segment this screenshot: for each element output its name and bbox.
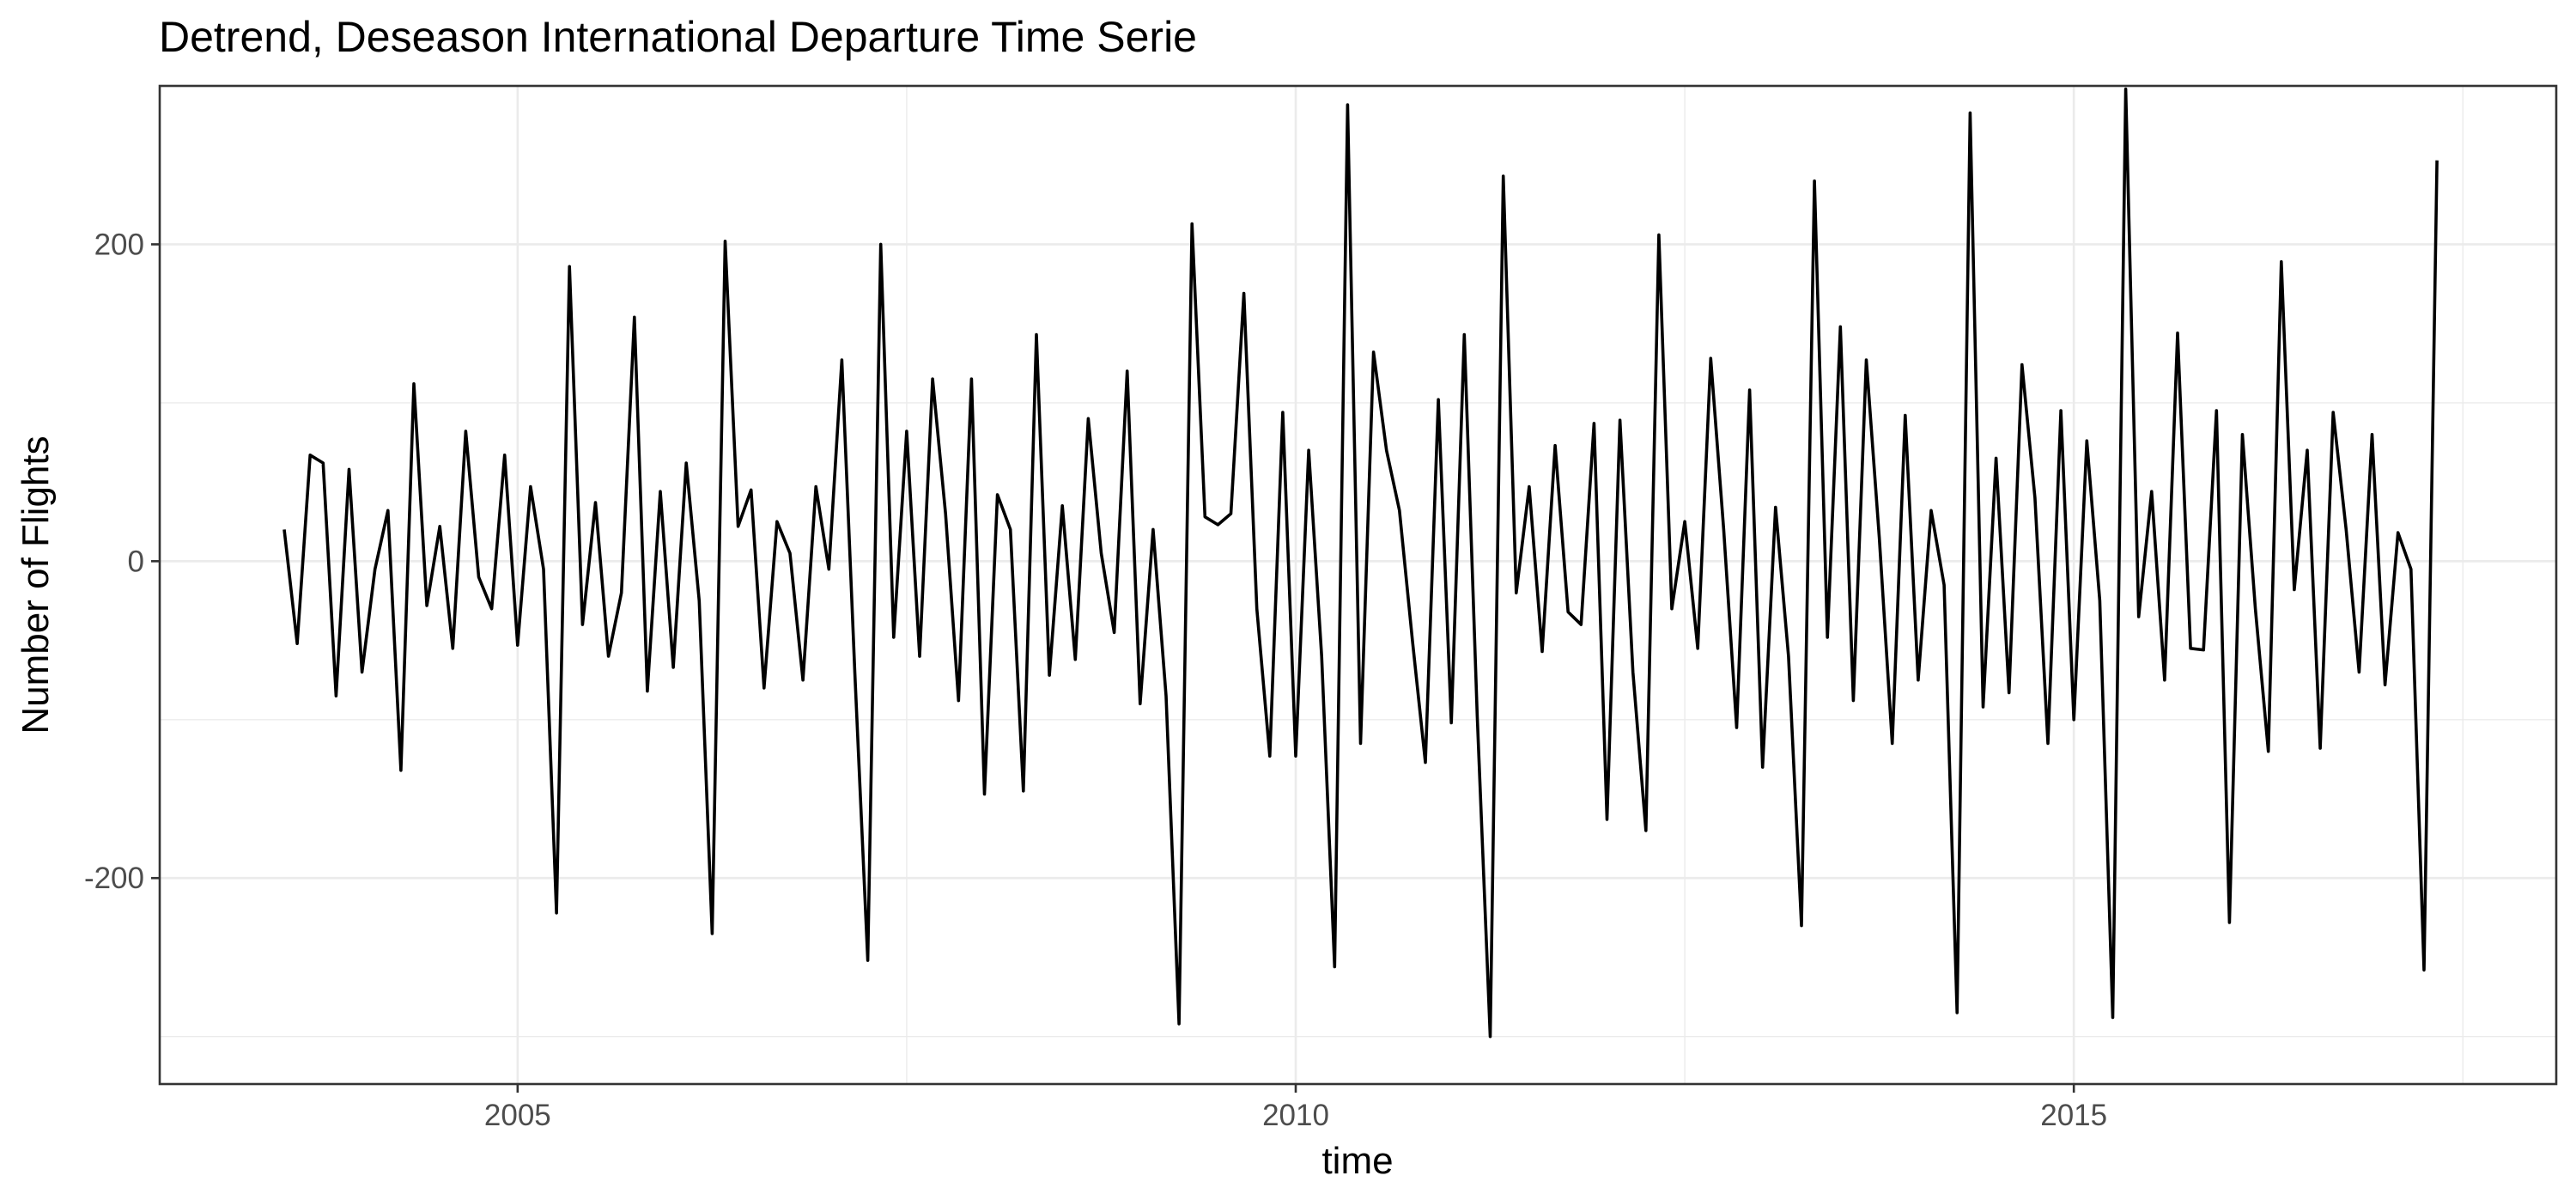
x-tick-label: 2005 bbox=[484, 1099, 551, 1132]
chart-title: Detrend, Deseason International Departur… bbox=[159, 13, 1197, 61]
x-axis-label: time bbox=[1321, 1140, 1393, 1182]
y-tick-label: -200 bbox=[84, 862, 144, 895]
axes: -200 0 200 2005 2010 2015 bbox=[84, 228, 2107, 1132]
x-tick-label: 2010 bbox=[1262, 1099, 1329, 1132]
y-tick-label: 200 bbox=[94, 228, 144, 261]
plot-area bbox=[283, 87, 2439, 1039]
y-tick-label: 0 bbox=[128, 545, 144, 578]
panel-border bbox=[158, 84, 2558, 1086]
y-axis-label: Number of Flights bbox=[15, 436, 57, 734]
x-tick-label: 2015 bbox=[2040, 1099, 2107, 1132]
series-line bbox=[283, 87, 2439, 1039]
